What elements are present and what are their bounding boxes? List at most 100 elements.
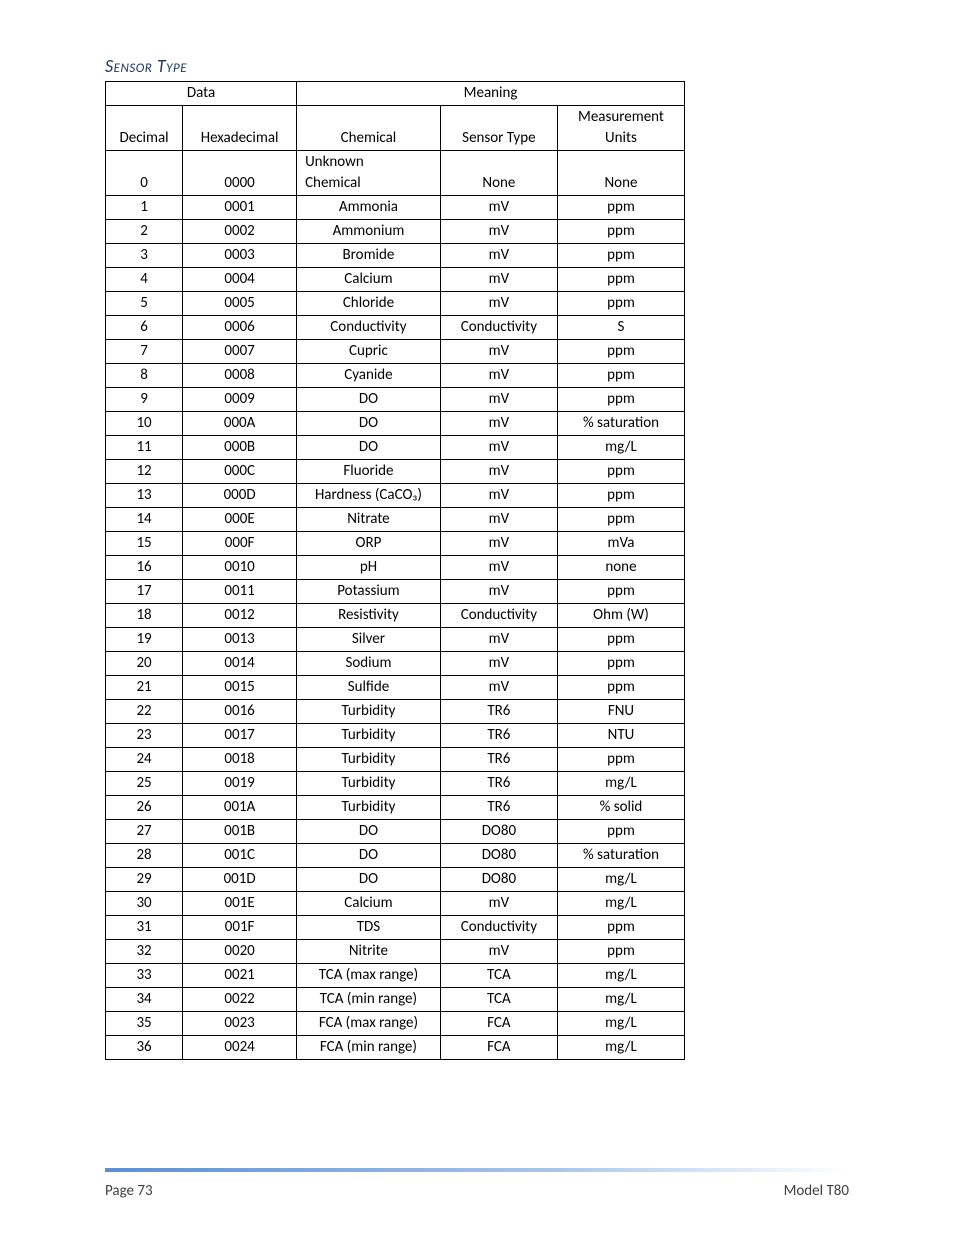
cell-units: ppm	[557, 340, 684, 364]
cell-hexadecimal: 0012	[183, 604, 297, 628]
cell-units: ppm	[557, 292, 684, 316]
group-header-meaning: Meaning	[297, 82, 685, 106]
cell-sensor-type: TR6	[440, 796, 557, 820]
table-row: 50005ChloridemVppm	[106, 292, 685, 316]
cell-decimal: 13	[106, 484, 183, 508]
cell-decimal: 33	[106, 964, 183, 988]
cell-hexadecimal: 0010	[183, 556, 297, 580]
cell-chemical: FCA (max range)	[297, 1012, 441, 1036]
table-row: 28001CDODO80% saturation	[106, 844, 685, 868]
table-row: 30001ECalciummVmg/L	[106, 892, 685, 916]
cell-hexadecimal: 000D	[183, 484, 297, 508]
cell-units: ppm	[557, 628, 684, 652]
cell-units: ppm	[557, 484, 684, 508]
cell-units: % solid	[557, 796, 684, 820]
cell-hexadecimal: 0008	[183, 364, 297, 388]
cell-decimal: 3	[106, 244, 183, 268]
cell-chemical: pH	[297, 556, 441, 580]
cell-sensor-type: mV	[440, 196, 557, 220]
cell-decimal: 15	[106, 532, 183, 556]
table-row: 180012ResistivityConductivityOhm (W)	[106, 604, 685, 628]
table-row: 30003BromidemVppm	[106, 244, 685, 268]
cell-hexadecimal: 0014	[183, 652, 297, 676]
cell-chemical: Turbidity	[297, 724, 441, 748]
cell-sensor-type: mV	[440, 676, 557, 700]
cell-sensor-type: mV	[440, 460, 557, 484]
cell-chemical: Ammonium	[297, 220, 441, 244]
cell-chemical: DO	[297, 388, 441, 412]
cell-hexadecimal: 001E	[183, 892, 297, 916]
cell-decimal: 1	[106, 196, 183, 220]
cell-chemical: Calcium	[297, 268, 441, 292]
cell-sensor-type: mV	[440, 292, 557, 316]
column-header-units: Measurement Units	[557, 106, 684, 151]
cell-sensor-type: TR6	[440, 724, 557, 748]
cell-chemical: Bromide	[297, 244, 441, 268]
cell-hexadecimal: 0023	[183, 1012, 297, 1036]
cell-hexadecimal: 001A	[183, 796, 297, 820]
cell-decimal: 20	[106, 652, 183, 676]
cell-sensor-type: mV	[440, 220, 557, 244]
cell-chemical: TDS	[297, 916, 441, 940]
table-row: 10001AmmoniamVppm	[106, 196, 685, 220]
cell-decimal: 9	[106, 388, 183, 412]
cell-chemical: DO	[297, 868, 441, 892]
cell-decimal: 0	[106, 151, 183, 196]
cell-decimal: 22	[106, 700, 183, 724]
cell-units: ppm	[557, 388, 684, 412]
cell-hexadecimal: 000A	[183, 412, 297, 436]
cell-chemical: Turbidity	[297, 748, 441, 772]
cell-decimal: 34	[106, 988, 183, 1012]
cell-chemical: DO	[297, 436, 441, 460]
page-container: Sensor Type Data Meaning Decimal Hexadec…	[0, 0, 954, 1235]
cell-units: ppm	[557, 268, 684, 292]
cell-chemical: Sulfide	[297, 676, 441, 700]
cell-hexadecimal: 0002	[183, 220, 297, 244]
cell-sensor-type: mV	[440, 484, 557, 508]
cell-chemical: UnknownChemical	[297, 151, 441, 196]
cell-hexadecimal: 0003	[183, 244, 297, 268]
cell-units: ppm	[557, 652, 684, 676]
cell-decimal: 25	[106, 772, 183, 796]
cell-sensor-type: TR6	[440, 748, 557, 772]
cell-decimal: 7	[106, 340, 183, 364]
table-row: 20002AmmoniummVppm	[106, 220, 685, 244]
cell-sensor-type: DO80	[440, 868, 557, 892]
cell-decimal: 36	[106, 1036, 183, 1060]
cell-hexadecimal: 0024	[183, 1036, 297, 1060]
cell-hexadecimal: 0019	[183, 772, 297, 796]
table-row: 00000UnknownChemicalNoneNone	[106, 151, 685, 196]
table-row: 350023FCA (max range)FCAmg/L	[106, 1012, 685, 1036]
cell-sensor-type: mV	[440, 268, 557, 292]
cell-sensor-type: mV	[440, 388, 557, 412]
table-row: 29001DDODO80mg/L	[106, 868, 685, 892]
cell-units: mg/L	[557, 964, 684, 988]
cell-sensor-type: Conductivity	[440, 916, 557, 940]
table-row: 26001ATurbidityTR6% solid	[106, 796, 685, 820]
table-row: 27001BDODO80ppm	[106, 820, 685, 844]
cell-chemical: Turbidity	[297, 772, 441, 796]
cell-decimal: 19	[106, 628, 183, 652]
cell-hexadecimal: 000C	[183, 460, 297, 484]
table-row: 40004CalciummVppm	[106, 268, 685, 292]
table-row: 200014SodiummVppm	[106, 652, 685, 676]
cell-decimal: 14	[106, 508, 183, 532]
cell-units: ppm	[557, 364, 684, 388]
cell-decimal: 26	[106, 796, 183, 820]
cell-sensor-type: mV	[440, 532, 557, 556]
table-row: 11000BDOmVmg/L	[106, 436, 685, 460]
table-header-group-row: Data Meaning	[106, 82, 685, 106]
table-row: 12000CFluoridemVppm	[106, 460, 685, 484]
cell-hexadecimal: 0007	[183, 340, 297, 364]
cell-sensor-type: Conductivity	[440, 604, 557, 628]
cell-sensor-type: mV	[440, 364, 557, 388]
cell-units: S	[557, 316, 684, 340]
cell-decimal: 18	[106, 604, 183, 628]
page-footer: Page 73 Model T80	[105, 1168, 849, 1200]
cell-hexadecimal: 0004	[183, 268, 297, 292]
cell-hexadecimal: 001D	[183, 868, 297, 892]
cell-sensor-type: mV	[440, 652, 557, 676]
cell-units: ppm	[557, 820, 684, 844]
cell-chemical: DO	[297, 844, 441, 868]
cell-units: % saturation	[557, 412, 684, 436]
